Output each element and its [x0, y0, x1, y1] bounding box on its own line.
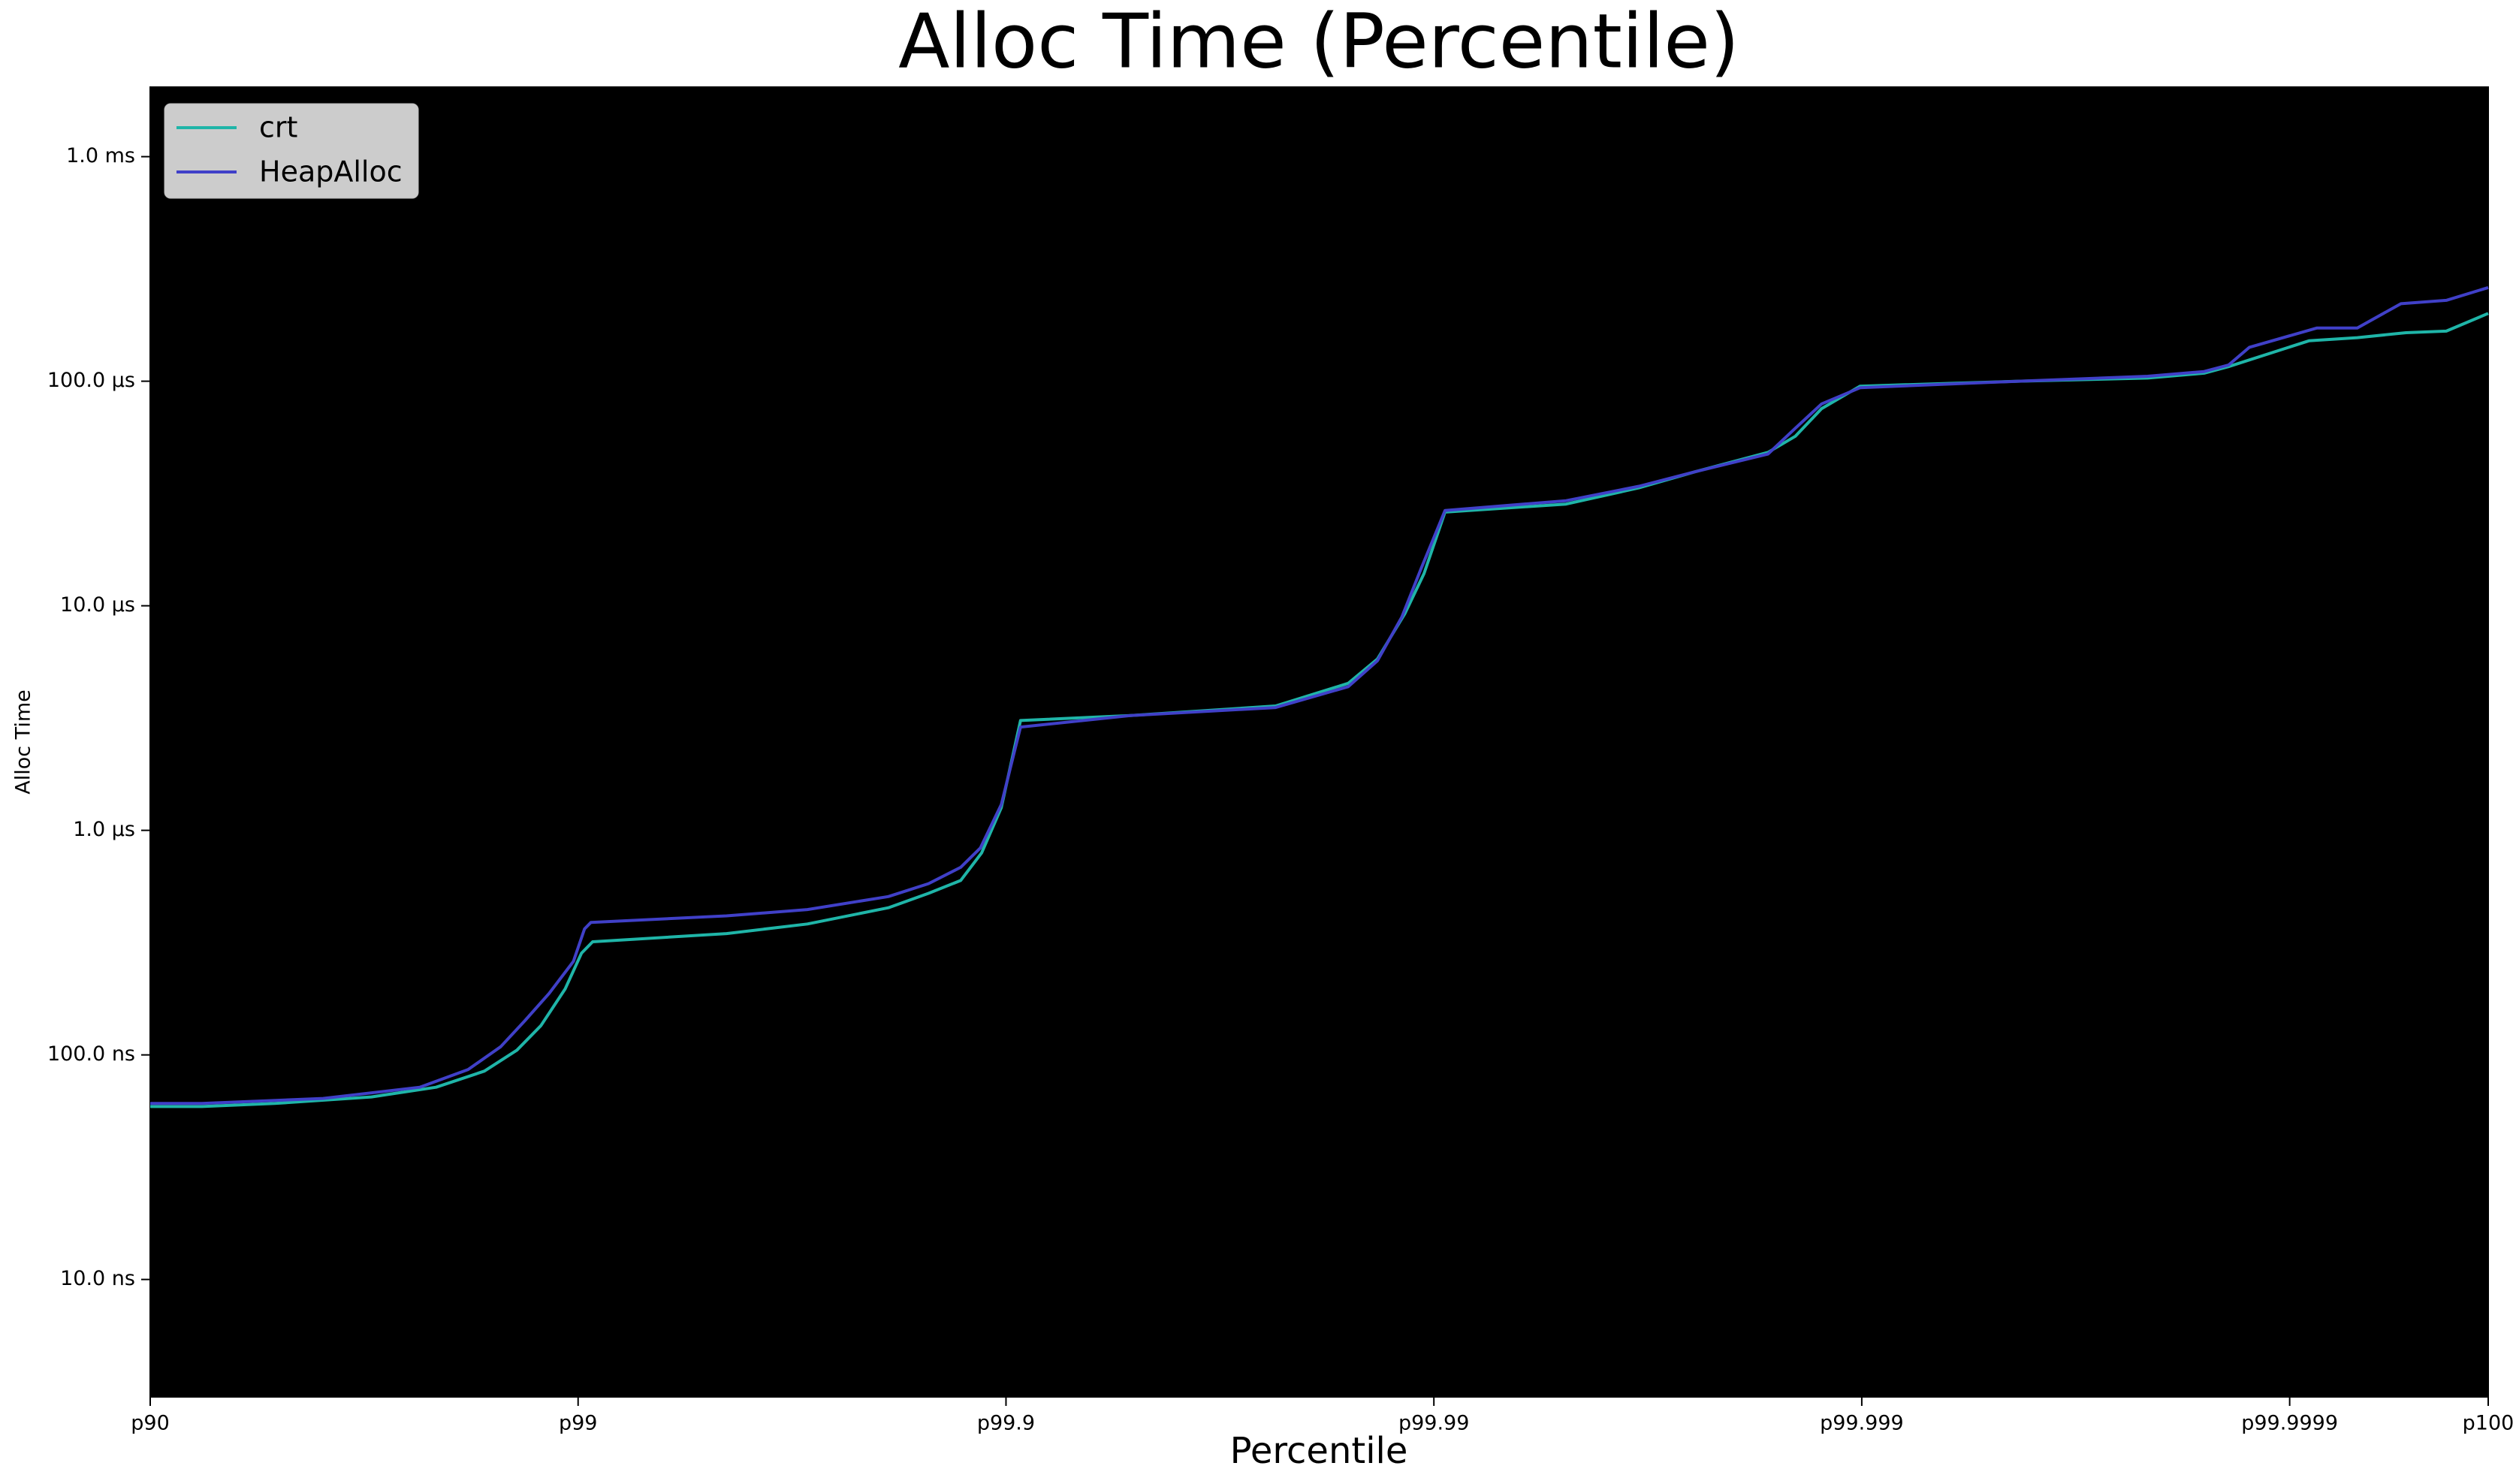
x-tick-label: p100 [2463, 1412, 2514, 1435]
x-tick-label: p99.99 [1398, 1412, 1469, 1435]
plot-area [149, 86, 2489, 1398]
legend-label: crt [259, 111, 297, 144]
x-tick-label: p99 [559, 1412, 598, 1435]
y-tick-label: 100.0 ns [47, 1042, 135, 1066]
legend-label: HeapAlloc [259, 155, 403, 189]
y-tick-label: 1.0 ms [66, 144, 135, 167]
x-tick-label: p99.9 [977, 1412, 1035, 1435]
series-line [150, 312, 2489, 1108]
x-axis-label: Percentile [1230, 1430, 1408, 1472]
series-line [150, 285, 2489, 1105]
y-tick-label: 100.0 µs [47, 369, 135, 392]
x-tick-label: p99.9999 [2241, 1412, 2338, 1435]
chart-title: Alloc Time (Percentile) [898, 0, 1739, 85]
y-tick-label: 10.0 ns [60, 1267, 135, 1290]
y-tick-label: 10.0 µs [60, 593, 135, 617]
x-tick-label: p99.999 [1820, 1412, 1904, 1435]
legend: crt HeapAlloc [164, 103, 419, 199]
y-tick-label: 1.0 µs [73, 818, 135, 841]
y-axis-label: Alloc Time [12, 689, 35, 795]
x-tick-label: p90 [131, 1412, 170, 1435]
